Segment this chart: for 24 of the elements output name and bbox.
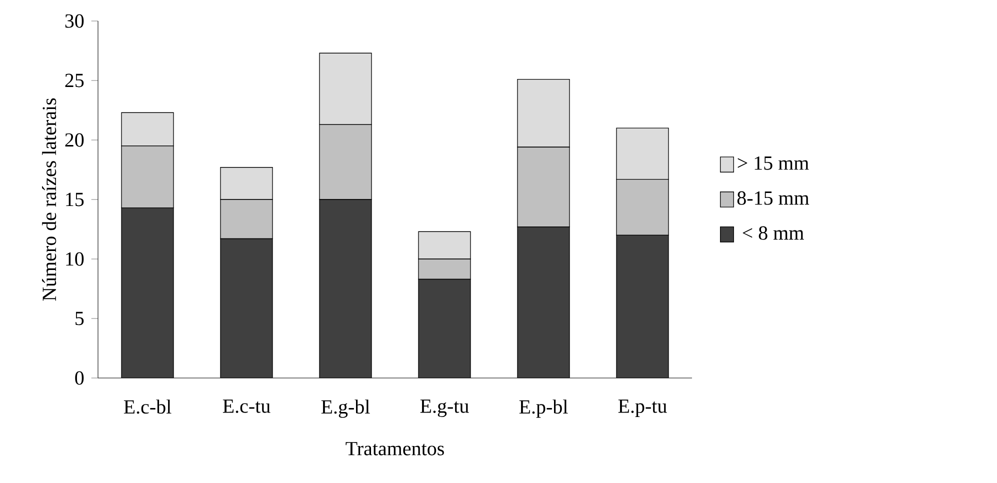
y-tick-label: 15 <box>66 192 84 206</box>
y-tick-label: 30 <box>65 14 84 28</box>
x-tick-label: E.p-tu <box>618 400 667 417</box>
x-tick-label: E.c-tu <box>222 400 270 413</box>
x-axis-title: Tratamentos <box>346 442 444 456</box>
y-tick-label: 10 <box>66 252 84 266</box>
legend-label: 8-15 mm <box>737 191 810 205</box>
y-tick-label: 5 <box>76 312 84 326</box>
y-tick-label: 0 <box>75 371 84 385</box>
bar <box>517 226 570 378</box>
x-tick-label: E.c-bl <box>124 400 172 414</box>
bar <box>121 207 174 378</box>
bar <box>418 278 471 378</box>
legend-label: > 15 mm <box>738 156 809 170</box>
x-tick-label: E.g-tu <box>420 400 469 418</box>
y-axis-title: Número de raízes laterais <box>42 98 56 301</box>
x-tick-label: E.g-bl <box>321 400 370 418</box>
bar <box>319 199 372 378</box>
legend-label: < 8 mm <box>742 226 804 240</box>
y-tick-label: 25 <box>65 74 84 88</box>
x-tick-label: E.p-bl <box>519 400 568 418</box>
bar <box>220 238 273 378</box>
y-tick-label: 20 <box>65 133 84 147</box>
bar <box>616 234 669 378</box>
